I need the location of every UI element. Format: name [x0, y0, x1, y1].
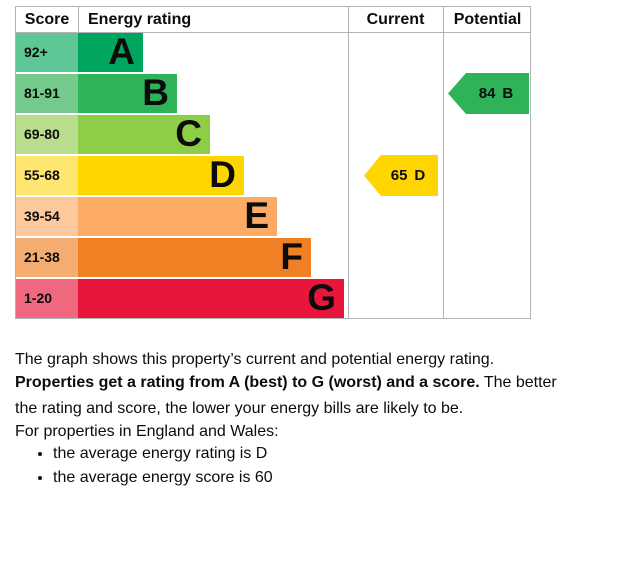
band-bar: C [78, 115, 210, 154]
band-letter: A [108, 31, 135, 72]
column-header-potential: Potential [453, 11, 522, 28]
band-score-range: 39-54 [16, 197, 78, 236]
rating-explanation-rest-line2: the rating and score, the lower your ene… [15, 400, 464, 417]
band-letter: G [307, 277, 336, 318]
column-header-current: Current [366, 11, 425, 28]
divider-current-potential [443, 7, 444, 318]
band-bar: E [78, 197, 277, 236]
rating-band-row: 92+ A [16, 32, 530, 73]
rating-band-row: 81-91 B [16, 73, 530, 114]
rating-band-row: 55-68 D [16, 155, 530, 196]
potential-rating-score: 84 [478, 85, 496, 102]
divider-rating-current [348, 7, 349, 318]
divider-score-rating [78, 7, 79, 32]
average-score-item: the average energy score is 60 [53, 466, 615, 490]
band-score-range: 1-20 [16, 279, 78, 318]
band-bar: F [78, 238, 311, 277]
band-bar: B [78, 74, 177, 113]
rating-explanation-rest-line1: The better [483, 374, 557, 391]
current-rating-arrow: 65 D [364, 155, 438, 196]
band-letter: F [280, 236, 303, 277]
potential-rating-band: B [502, 85, 514, 102]
rating-explanation-bold: Properties get a rating from A (best) to… [15, 374, 480, 391]
band-bar: D [78, 156, 244, 195]
potential-rating-arrow: 84 B [448, 73, 529, 114]
rating-band-row: 69-80 C [16, 114, 530, 155]
column-header-energy-rating: Energy rating [88, 11, 192, 28]
band-letter: D [209, 154, 236, 195]
average-stats-list: the average energy rating is D the avera… [15, 442, 615, 490]
rating-explanation-text: Properties get a rating from A (best) to… [15, 370, 615, 422]
band-letter: B [142, 72, 169, 113]
band-score-range: 69-80 [16, 115, 78, 154]
band-score-range: 21-38 [16, 238, 78, 277]
region-intro-text: For properties in England and Wales: [15, 423, 279, 440]
band-bar: A [78, 33, 143, 72]
epc-description: The graph shows this property’s current … [15, 350, 615, 490]
epc-rating-chart: Score Energy rating Current Potential 92… [15, 6, 531, 319]
band-score-range: 92+ [16, 33, 78, 72]
band-score-range: 55-68 [16, 156, 78, 195]
column-header-score: Score [24, 11, 70, 28]
rating-band-row: 1-20 G [16, 278, 530, 319]
band-bar: G [78, 279, 344, 318]
current-rating-band: D [414, 167, 426, 184]
band-score-range: 81-91 [16, 74, 78, 113]
average-rating-item: the average energy rating is D [53, 442, 615, 466]
header-underline [16, 32, 530, 33]
current-rating-score: 65 [390, 167, 408, 184]
graph-intro-text: The graph shows this property’s current … [15, 351, 495, 368]
rating-band-row: 39-54 E [16, 196, 530, 237]
rating-band-row: 21-38 F [16, 237, 530, 278]
band-letter: C [175, 113, 202, 154]
band-letter: E [244, 195, 269, 236]
